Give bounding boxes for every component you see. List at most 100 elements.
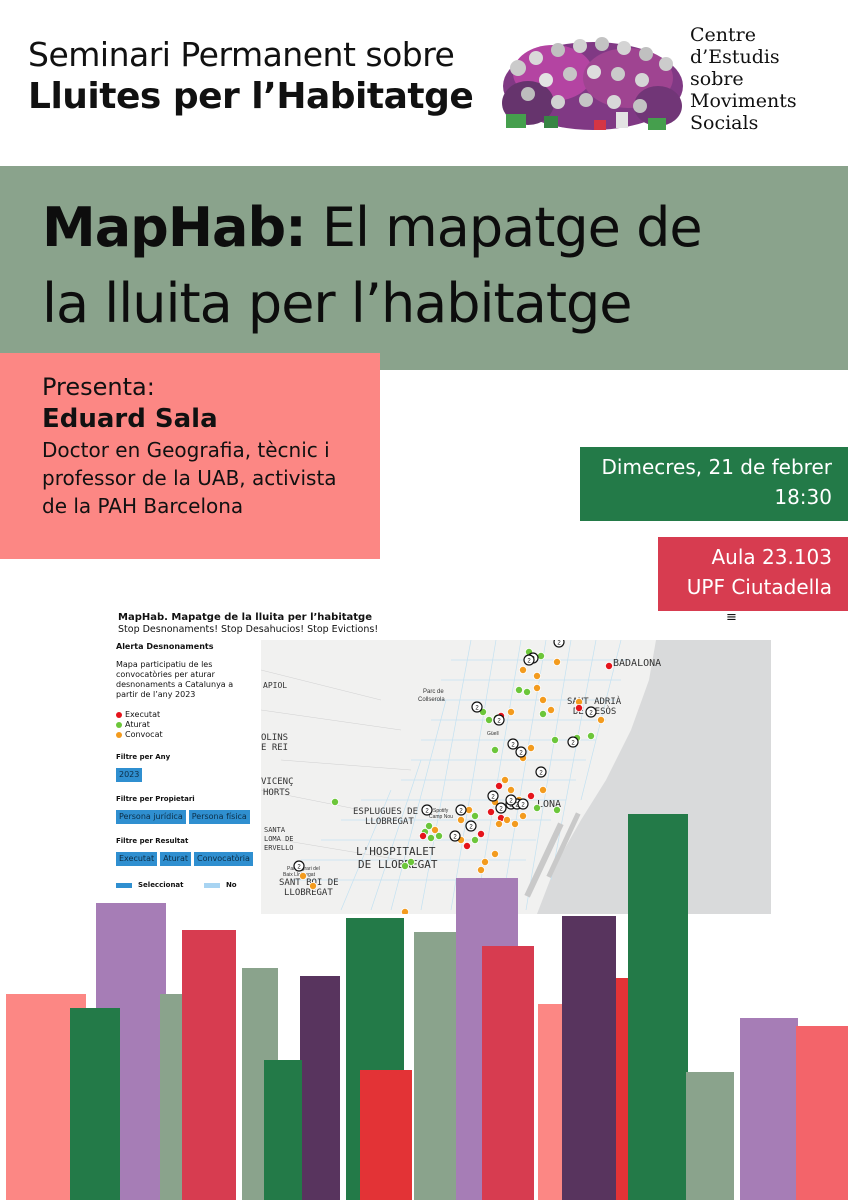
incident-marker[interactable]	[506, 708, 515, 717]
cluster-marker[interactable]: 2	[505, 794, 517, 806]
incident-marker[interactable]	[552, 657, 561, 666]
incident-marker[interactable]	[476, 865, 485, 874]
map-label: SANT BOI DE	[279, 878, 339, 888]
filter-chip-2023[interactable]: 2023	[116, 768, 143, 782]
cluster-marker[interactable]: 2	[471, 701, 483, 713]
map-label: BADALONA	[613, 658, 661, 669]
incident-marker[interactable]	[309, 881, 318, 890]
incident-marker[interactable]	[506, 785, 515, 794]
filter-chip-persona-fisica[interactable]: Persona física	[188, 810, 250, 824]
incident-marker[interactable]	[550, 736, 559, 745]
incident-marker[interactable]	[552, 805, 561, 814]
incident-marker[interactable]	[456, 815, 465, 824]
cluster-marker[interactable]: 2	[553, 640, 565, 648]
svg-text:2: 2	[509, 798, 513, 804]
incident-marker[interactable]	[586, 732, 595, 741]
incident-marker[interactable]	[574, 704, 583, 713]
incident-marker[interactable]	[502, 815, 511, 824]
incident-marker[interactable]	[426, 833, 435, 842]
incident-marker[interactable]	[518, 665, 527, 674]
selected-label: Seleccionat	[138, 881, 184, 889]
incident-marker[interactable]	[480, 857, 489, 866]
incident-marker[interactable]	[490, 849, 499, 858]
incident-marker[interactable]	[604, 661, 613, 670]
barcelona-map[interactable]: BADALONA SANT ADRIÀ DE BESÒS Parc de Col…	[261, 640, 771, 914]
incident-marker[interactable]	[434, 831, 443, 840]
incident-marker[interactable]	[486, 807, 495, 816]
incident-marker[interactable]	[532, 672, 541, 681]
cluster-marker[interactable]: 2	[421, 804, 433, 816]
cluster-marker[interactable]: 2	[455, 804, 467, 816]
cluster-marker[interactable]: 2	[293, 860, 305, 872]
presenter-label: Presenta:	[42, 373, 155, 401]
incident-marker[interactable]	[400, 861, 409, 870]
incident-marker[interactable]	[500, 775, 509, 784]
incident-marker[interactable]	[518, 811, 527, 820]
cluster-marker[interactable]: 2	[585, 706, 597, 718]
svg-text:2: 2	[519, 750, 523, 756]
svg-text:2: 2	[521, 802, 525, 808]
incident-marker[interactable]	[494, 819, 503, 828]
incident-marker[interactable]	[526, 791, 535, 800]
incident-marker[interactable]	[532, 684, 541, 693]
skyline-bar	[740, 1018, 798, 1200]
filter-chip-executat[interactable]: Executat	[116, 852, 158, 866]
map-label: LLOBREGAT	[284, 888, 333, 898]
map-sidebar: Alerta Desnonaments Mapa participatiu de…	[116, 642, 256, 890]
series-line-2: Lluites per l’Habitatge	[28, 76, 474, 117]
incident-marker[interactable]	[532, 803, 541, 812]
cluster-marker[interactable]: 2	[535, 766, 547, 778]
incident-marker[interactable]	[490, 746, 499, 755]
incident-marker[interactable]	[484, 716, 493, 725]
cluster-marker[interactable]: 2	[495, 802, 507, 814]
incident-marker[interactable]	[406, 857, 415, 866]
incident-marker[interactable]	[546, 706, 555, 715]
svg-text:2: 2	[497, 718, 501, 724]
filter-chip-persona-juridica[interactable]: Persona jurídica	[116, 810, 186, 824]
map-app-subtitle: Stop Desnonaments! Stop Desahucios! Stop…	[118, 624, 379, 635]
cluster-marker[interactable]: 2	[567, 736, 579, 748]
incident-marker[interactable]	[522, 688, 531, 697]
cluster-marker[interactable]: 2	[515, 746, 527, 758]
cluster-marker[interactable]: 2	[517, 798, 529, 810]
menu-icon[interactable]: ≡	[726, 610, 737, 625]
map-label: Spotify	[433, 808, 449, 814]
incident-marker[interactable]	[538, 710, 547, 719]
incident-marker[interactable]	[510, 819, 519, 828]
cluster-marker[interactable]: 2	[507, 738, 519, 750]
event-day: Dimecres, 21 de febrer	[601, 455, 832, 479]
incident-marker[interactable]	[401, 908, 409, 914]
filter-result-label: Filtre per Resultat	[116, 837, 189, 845]
cluster-marker[interactable]: 2	[523, 654, 535, 666]
incident-marker[interactable]	[331, 797, 340, 806]
incident-marker[interactable]	[424, 821, 433, 830]
presenter-box	[0, 353, 380, 559]
legend-label: Convocat	[125, 730, 163, 739]
incident-marker[interactable]	[430, 825, 439, 834]
incident-marker[interactable]	[462, 841, 471, 850]
incident-marker[interactable]	[538, 785, 547, 794]
incident-marker[interactable]	[596, 716, 605, 725]
skyline-bar	[300, 976, 340, 1200]
centre-line: Centre	[690, 24, 756, 46]
centre-line: d’Estudis	[690, 46, 780, 68]
cluster-marker[interactable]: 2	[465, 820, 477, 832]
incident-marker[interactable]	[494, 781, 503, 790]
incident-marker[interactable]	[538, 696, 547, 705]
incident-marker[interactable]	[470, 835, 479, 844]
incident-marker[interactable]	[526, 744, 535, 753]
incident-marker[interactable]	[418, 831, 427, 840]
title-bold: MapHab:	[42, 196, 307, 259]
incident-marker[interactable]	[299, 871, 308, 880]
map-label: Parc de	[423, 689, 444, 695]
filter-chip-aturat[interactable]: Aturat	[160, 852, 191, 866]
incident-marker[interactable]	[476, 829, 485, 838]
svg-text:2: 2	[527, 658, 531, 664]
cluster-marker[interactable]: 2	[449, 830, 461, 842]
cluster-marker[interactable]: 2	[493, 714, 505, 726]
filter-chip-convocatoria[interactable]: Convocatòria	[193, 852, 253, 866]
incident-marker[interactable]	[470, 811, 479, 820]
cluster-marker[interactable]: 2	[487, 790, 499, 802]
incident-marker[interactable]	[514, 686, 523, 695]
legend-label: Aturat	[125, 720, 150, 729]
